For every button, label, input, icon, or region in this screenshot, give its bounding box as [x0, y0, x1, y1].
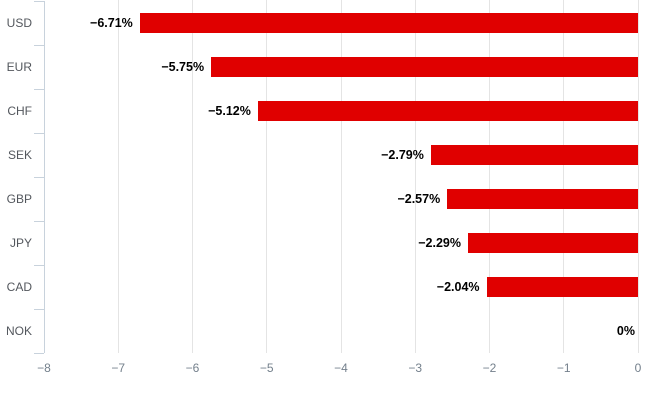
category-label: CAD: [6, 280, 32, 294]
category-label: JPY: [9, 236, 32, 250]
gridline: [637, 0, 639, 353]
bar: [257, 101, 638, 121]
value-label: 0%: [616, 324, 635, 338]
gridline: [414, 0, 416, 353]
value-label: −2.04%: [436, 280, 480, 294]
y-axis-tick: [34, 0, 44, 2]
x-axis-tick-label: −3: [408, 361, 423, 375]
y-axis-tick: [34, 352, 44, 354]
category-label: NOK: [5, 324, 32, 338]
category-label: SEK: [7, 148, 32, 162]
gridline: [489, 0, 490, 353]
y-axis-tick: [34, 132, 44, 134]
value-label: −5.75%: [161, 60, 205, 74]
y-axis-tick: [34, 88, 44, 90]
gridline: [340, 0, 342, 353]
category-label: USD: [6, 16, 32, 30]
gridline: [563, 0, 565, 353]
y-axis-tick: [34, 44, 44, 46]
bar: [447, 189, 638, 209]
bar: [467, 233, 638, 253]
x-axis-tick-label: −1: [556, 361, 571, 375]
gridline: [266, 0, 268, 353]
x-axis-tick-label: −8: [37, 361, 51, 375]
bar: [486, 277, 638, 297]
value-label: −2.29%: [418, 236, 461, 250]
gridline: [117, 0, 119, 353]
category-label: EUR: [6, 60, 32, 74]
x-axis-tick-label: −4: [334, 361, 348, 375]
x-axis-tick-label: −6: [185, 361, 200, 375]
y-axis-tick: [34, 264, 44, 266]
bar: [211, 57, 638, 77]
category-label: GBP: [6, 192, 32, 206]
y-axis-tick: [34, 308, 44, 310]
x-axis-tick-label: −7: [111, 361, 126, 375]
category-label: CHF: [7, 104, 32, 118]
value-label: −2.57%: [397, 192, 441, 206]
bar: [430, 145, 638, 165]
value-label: −5.12%: [208, 104, 251, 118]
value-label: −6.71%: [90, 16, 133, 30]
y-axis-line: [44, 1, 45, 353]
gridline: [192, 0, 193, 353]
bar: [139, 13, 638, 33]
value-label: −2.79%: [381, 148, 424, 162]
x-axis-tick-label: −2: [482, 361, 497, 375]
y-axis-tick: [34, 220, 44, 222]
x-axis-tick-label: 0: [634, 361, 642, 375]
x-axis-tick-label: −5: [259, 361, 274, 375]
y-axis-tick: [34, 176, 44, 178]
